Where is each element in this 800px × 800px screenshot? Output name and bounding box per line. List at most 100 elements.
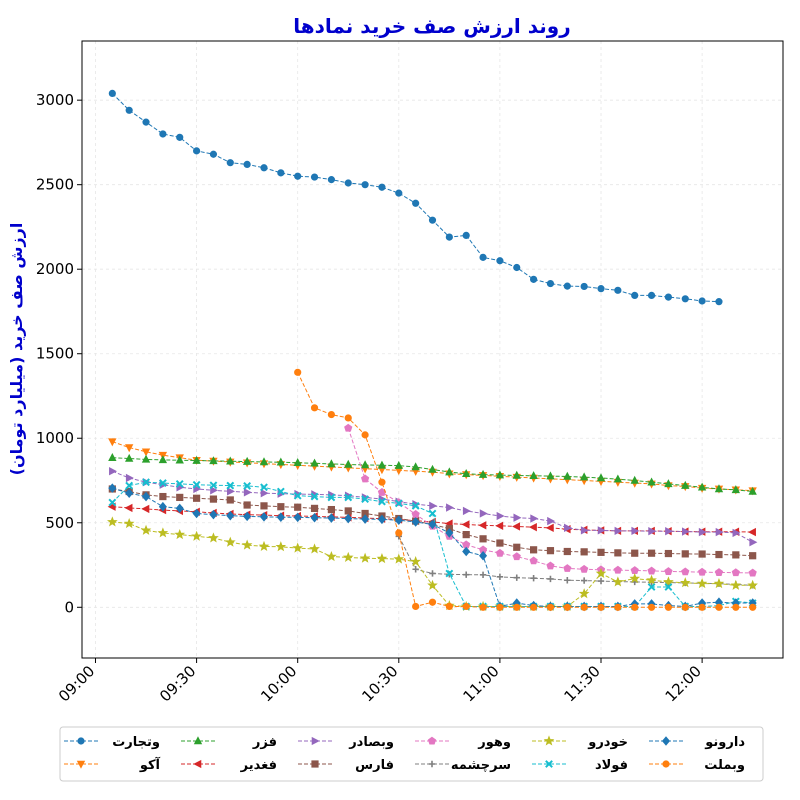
data-point xyxy=(327,505,335,514)
data-point xyxy=(276,457,286,466)
data-point xyxy=(714,568,724,576)
data-point xyxy=(360,460,370,469)
data-point xyxy=(361,495,370,504)
series-11 xyxy=(108,483,757,612)
data-point xyxy=(108,89,116,98)
legend-label: وبملت xyxy=(704,758,745,773)
data-point xyxy=(428,464,437,473)
series-5 xyxy=(109,467,758,547)
data-point xyxy=(427,579,438,590)
data-point xyxy=(412,199,420,207)
data-point xyxy=(411,517,420,527)
data-point xyxy=(429,501,438,511)
data-point xyxy=(310,512,319,523)
legend-frame xyxy=(59,726,764,782)
data-point xyxy=(748,568,757,577)
data-point xyxy=(243,482,252,490)
data-point xyxy=(361,431,369,439)
legend-marker xyxy=(311,736,320,746)
data-point xyxy=(495,470,505,479)
data-point xyxy=(530,275,538,283)
data-point xyxy=(479,535,487,543)
legend-marker xyxy=(545,760,553,768)
data-point xyxy=(613,474,623,483)
data-point xyxy=(580,526,589,535)
data-point xyxy=(630,566,639,574)
data-point xyxy=(344,423,353,432)
y-axis: 0 500 1000 1500 2000 2500 3000 xyxy=(36,91,82,616)
data-point xyxy=(174,529,186,540)
data-point xyxy=(495,548,505,557)
data-point xyxy=(157,527,169,538)
data-point xyxy=(327,410,335,419)
data-point xyxy=(109,467,118,476)
y-tick-label: 500 xyxy=(45,514,74,532)
legend-marker xyxy=(76,760,86,769)
data-point xyxy=(158,479,167,487)
data-point xyxy=(495,521,504,530)
data-point xyxy=(547,516,556,526)
data-point xyxy=(563,603,571,611)
data-point xyxy=(732,551,740,559)
data-point xyxy=(461,520,470,529)
legend-marker xyxy=(311,760,319,768)
data-point xyxy=(715,603,723,611)
data-point xyxy=(647,549,656,557)
data-point xyxy=(749,552,757,560)
data-point xyxy=(260,502,268,510)
data-point xyxy=(715,298,723,306)
legend-item: وهور xyxy=(415,735,511,750)
data-point xyxy=(411,509,420,518)
data-point xyxy=(595,567,607,579)
data-point xyxy=(243,488,252,497)
data-point xyxy=(175,503,184,514)
data-point xyxy=(395,189,403,197)
data-point xyxy=(713,578,725,589)
data-point xyxy=(428,519,437,530)
data-point xyxy=(428,598,437,606)
data-point xyxy=(697,482,707,491)
data-point xyxy=(731,485,740,494)
data-point xyxy=(428,216,437,224)
data-point xyxy=(377,460,387,469)
data-point xyxy=(614,549,622,557)
data-point xyxy=(243,501,251,509)
legend-marker xyxy=(662,760,670,768)
data-point xyxy=(679,577,691,588)
data-point xyxy=(479,253,487,261)
data-point xyxy=(192,494,201,502)
data-point xyxy=(564,577,571,584)
data-point xyxy=(546,603,555,611)
data-point xyxy=(428,509,437,518)
data-point xyxy=(513,263,521,272)
data-point xyxy=(142,118,150,126)
data-point xyxy=(731,568,740,577)
data-point xyxy=(530,603,538,611)
data-point xyxy=(123,518,135,529)
series-line xyxy=(112,470,753,543)
data-point xyxy=(664,549,673,558)
data-point xyxy=(209,456,218,465)
data-point xyxy=(393,553,405,564)
data-point xyxy=(260,483,268,492)
legend-item: خودرو xyxy=(532,735,628,750)
data-point xyxy=(275,541,287,552)
data-point xyxy=(378,478,386,486)
data-point xyxy=(227,487,235,496)
data-point xyxy=(563,471,572,480)
data-point xyxy=(528,522,537,532)
data-point xyxy=(496,573,504,581)
data-point xyxy=(411,462,420,471)
data-point xyxy=(294,503,302,511)
data-point xyxy=(697,567,707,576)
data-point xyxy=(344,179,352,187)
data-point xyxy=(563,547,571,556)
legend-item: سرچشمه xyxy=(415,758,511,773)
data-point xyxy=(344,414,352,422)
data-point xyxy=(344,513,353,524)
data-point xyxy=(597,548,605,556)
data-point xyxy=(479,509,488,518)
data-point xyxy=(410,556,421,567)
data-point xyxy=(732,603,740,611)
data-point xyxy=(209,150,218,158)
